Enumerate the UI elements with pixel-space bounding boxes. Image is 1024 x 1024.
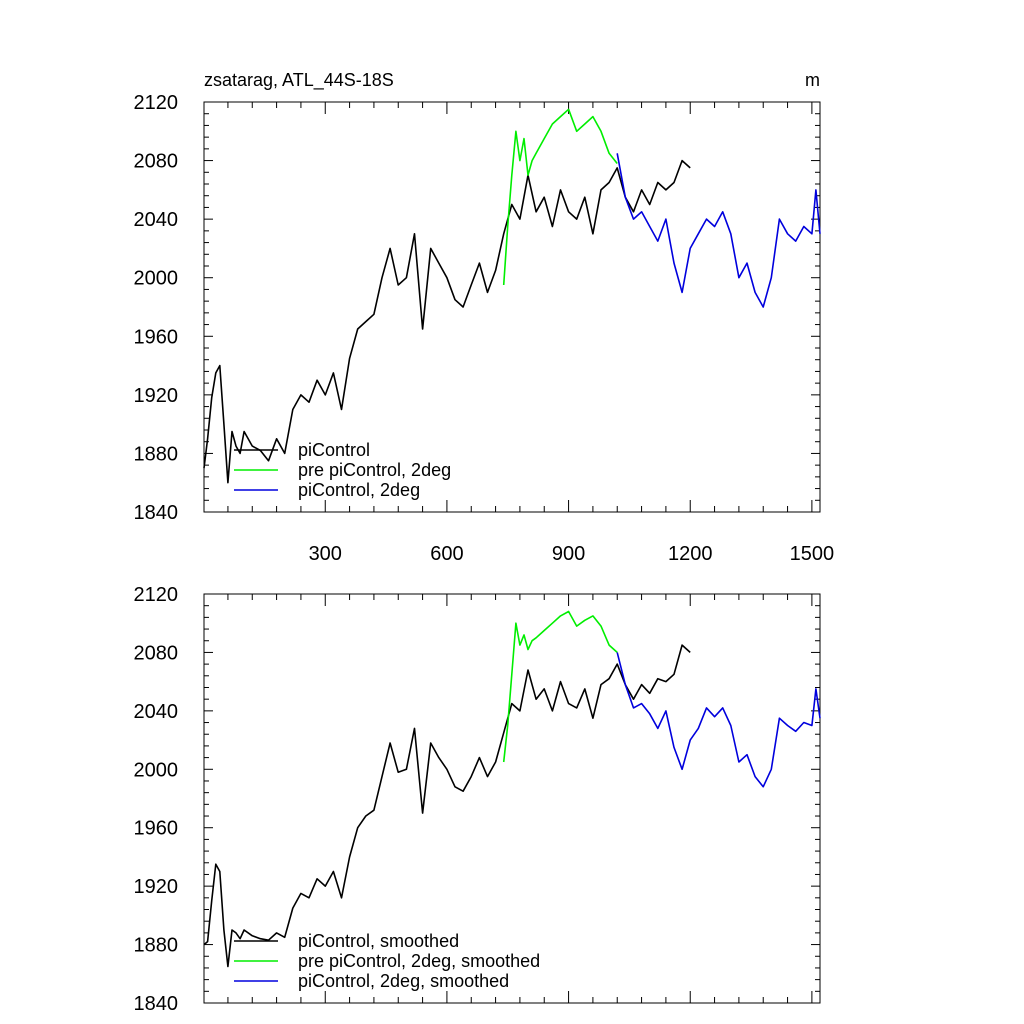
plot-frame: [203, 101, 821, 513]
y-tick-label: 2000: [134, 268, 179, 290]
units-label: m: [805, 70, 820, 90]
series-line-2: [616, 652, 821, 788]
y-tick-label: 2040: [134, 209, 179, 231]
legend-label: piControl, 2deg, smoothed: [298, 971, 509, 991]
y-tick-label: 1960: [134, 326, 179, 348]
y-tick-label: 2080: [134, 151, 179, 173]
x-tick-label: 600: [430, 543, 463, 565]
y-tick-label: 1840: [134, 502, 179, 524]
plot-frame: [203, 593, 821, 1004]
y-tick-label: 1920: [134, 385, 179, 407]
x-tick-label: 1200: [668, 543, 713, 565]
y-tick-label: 1840: [134, 993, 179, 1015]
y-tick-label: 1960: [134, 818, 179, 840]
y-tick-label: 1880: [134, 443, 179, 465]
top-plot-panel: 1840 1880 1920 1960 2000 2040 2080 2120 300 600 90…: [134, 92, 835, 565]
series-line-2: [616, 153, 821, 308]
series-line-0: [203, 159, 691, 484]
bottom-plot-panel: 1840 1880 1920 1960 2000 2040 2080 2120 piContro…: [134, 584, 821, 1015]
legend-label: piControl, smoothed: [298, 931, 459, 951]
y-tick-label: 2040: [134, 701, 179, 723]
y-tick-label: 1920: [134, 876, 179, 898]
legend-label: pre piControl, 2deg: [298, 460, 451, 480]
legend-label: piControl: [298, 440, 370, 460]
y-tick-label: 2120: [134, 584, 179, 606]
x-tick-label: 1500: [790, 543, 835, 565]
y-tick-label: 2000: [134, 759, 179, 781]
x-tick-label: 900: [552, 543, 585, 565]
legend-label: pre piControl, 2deg, smoothed: [298, 951, 540, 971]
series-line-1: [502, 610, 618, 763]
y-tick-label: 2080: [134, 642, 179, 664]
y-tick-label: 1880: [134, 935, 179, 957]
chart-title: zsatarag, ATL_44S-18S: [204, 70, 394, 91]
legend-label: piControl, 2deg: [298, 480, 420, 500]
y-tick-label: 2120: [134, 92, 179, 114]
series-line-1: [502, 108, 618, 286]
x-tick-label: 300: [309, 543, 342, 565]
series-line-0: [203, 644, 691, 968]
